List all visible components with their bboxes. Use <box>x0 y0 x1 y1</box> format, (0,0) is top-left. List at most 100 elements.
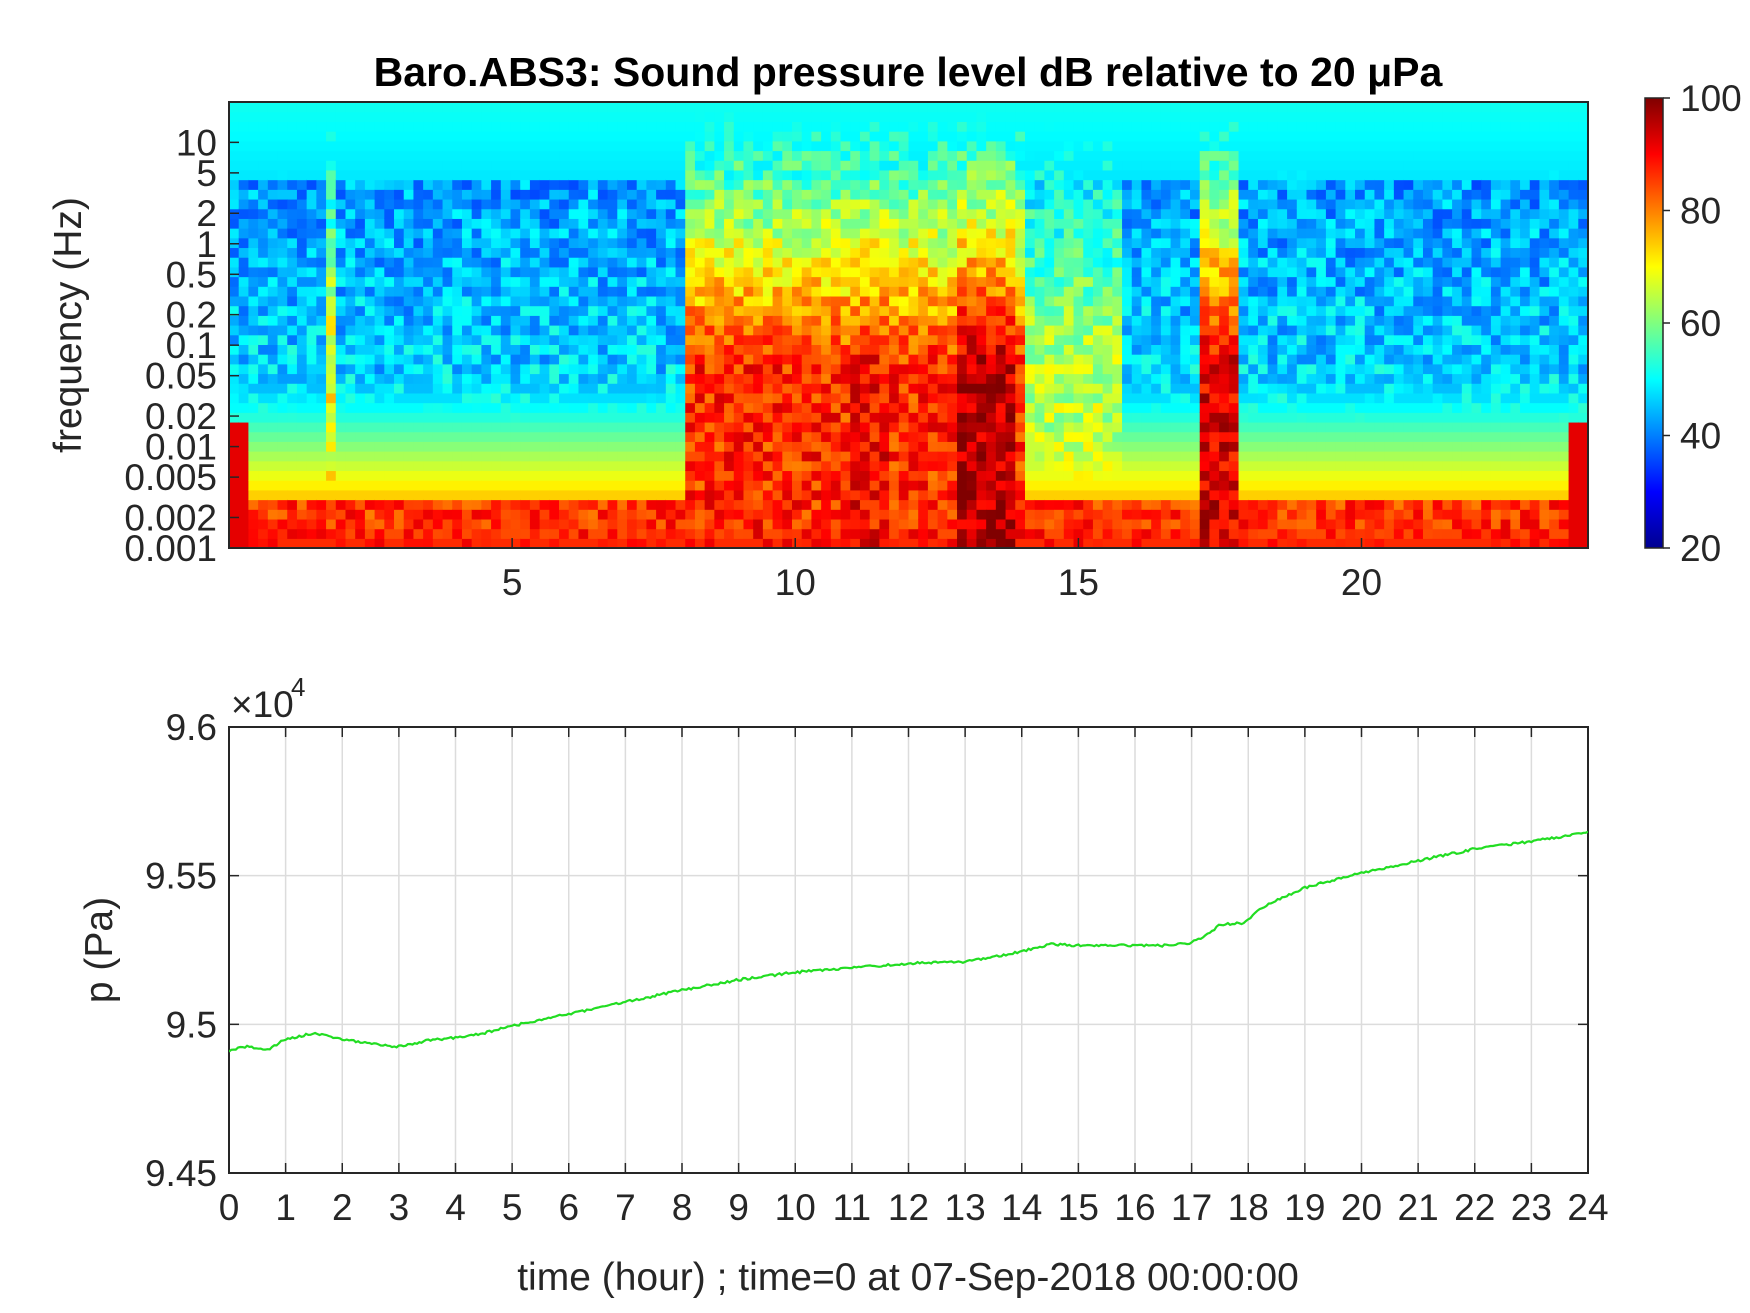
heatmap-cell <box>753 111 764 122</box>
heatmap-cell <box>869 111 880 122</box>
heatmap-cell <box>782 383 793 394</box>
heatmap-cell <box>607 140 618 152</box>
heatmap-cell <box>326 499 337 510</box>
heatmap-cell <box>617 286 628 297</box>
heatmap-cell <box>957 373 968 384</box>
heatmap-cell <box>947 344 958 355</box>
heatmap-cell <box>287 218 298 229</box>
heatmap-cell <box>636 528 648 539</box>
heatmap-cell <box>539 150 550 161</box>
heatmap-cell <box>743 354 754 365</box>
heatmap-cell <box>384 189 395 200</box>
heatmap-cell <box>1199 470 1211 481</box>
heatmap-cell <box>588 392 599 404</box>
heatmap-cell <box>355 102 366 113</box>
heatmap-cell <box>500 257 512 268</box>
heatmap-cell <box>267 169 279 181</box>
heatmap-cell <box>976 111 987 122</box>
heatmap-cell <box>597 460 609 472</box>
heatmap-cell <box>889 218 900 229</box>
heatmap-cell <box>1083 276 1094 287</box>
heatmap-cell <box>646 528 657 539</box>
heatmap-cell <box>364 189 376 200</box>
heatmap-cell <box>1034 489 1045 501</box>
heatmap-cell <box>724 509 735 520</box>
heatmap-cell <box>957 179 968 190</box>
heatmap-cell <box>267 160 279 171</box>
heatmap-cell <box>529 373 541 384</box>
heatmap-cell <box>879 431 890 442</box>
heatmap-cell <box>539 208 550 219</box>
heatmap-cell <box>995 179 1007 190</box>
heatmap-cell <box>636 228 648 239</box>
heatmap-cell <box>1024 509 1036 520</box>
heatmap-cell <box>762 480 774 491</box>
heatmap-cell <box>374 392 385 404</box>
heatmap-cell <box>306 538 317 548</box>
heatmap-cell <box>597 518 609 530</box>
heatmap-cell <box>452 286 463 297</box>
heatmap-cell <box>724 208 735 219</box>
heatmap-cell <box>986 325 997 336</box>
heatmap-cell <box>559 266 570 278</box>
heatmap-cell <box>1034 189 1045 200</box>
heatmap-cell <box>442 131 453 142</box>
heatmap-cell <box>1054 315 1065 326</box>
heatmap-cell <box>607 189 618 200</box>
heatmap-cell <box>432 518 444 530</box>
heatmap-cell <box>1151 509 1162 520</box>
heatmap-cell <box>714 363 725 375</box>
heatmap-cell <box>1199 489 1211 501</box>
heatmap-cell <box>461 334 473 345</box>
heatmap-cell <box>296 509 308 520</box>
heatmap-cell <box>481 140 492 152</box>
heatmap-cell <box>918 499 929 510</box>
heatmap-cell <box>1209 431 1220 442</box>
heatmap-cell <box>714 334 725 345</box>
heatmap-cell <box>918 373 929 384</box>
heatmap-cell <box>646 131 657 142</box>
heatmap-cell <box>345 189 356 200</box>
heatmap-cell <box>617 363 628 375</box>
heatmap-cell <box>335 266 347 278</box>
heatmap-cell <box>287 189 298 200</box>
heatmap-cell <box>811 344 822 355</box>
heatmap-cell <box>1054 295 1065 307</box>
heatmap-cell <box>753 179 764 190</box>
heatmap-cell <box>1005 286 1016 297</box>
heatmap-cell <box>753 286 764 297</box>
heatmap-cell <box>694 383 706 394</box>
heatmap-cell <box>481 305 492 316</box>
heatmap-cell <box>1257 198 1269 210</box>
heatmap-cell <box>510 111 521 122</box>
heatmap-cell <box>821 276 832 287</box>
heatmap-cell <box>510 421 521 433</box>
heatmap-cell <box>1190 131 1201 142</box>
heatmap-cell <box>1141 121 1152 132</box>
heatmap-cell <box>277 402 288 413</box>
heatmap-cell <box>665 208 677 219</box>
heatmap-cell <box>898 373 910 384</box>
heatmap-cell <box>1092 111 1104 122</box>
heatmap-cell <box>442 286 453 297</box>
heatmap-cell <box>889 528 900 539</box>
heatmap-cell <box>957 470 968 481</box>
heatmap-cell <box>1054 344 1065 355</box>
heatmap-cell <box>471 237 482 249</box>
heatmap-cell <box>898 102 910 113</box>
heatmap-cell <box>1073 509 1084 520</box>
heatmap-cell <box>714 325 725 336</box>
heatmap-cell <box>423 266 434 278</box>
heatmap-cell <box>1209 218 1220 229</box>
heatmap-cell <box>811 451 822 462</box>
heatmap-cell <box>559 441 570 452</box>
heatmap-cell <box>1024 373 1036 384</box>
heatmap-cell <box>908 402 919 413</box>
heatmap-cell <box>801 315 813 326</box>
heatmap-cell <box>879 528 890 539</box>
heatmap-cell <box>1141 102 1152 113</box>
heatmap-cell <box>966 315 978 326</box>
heatmap-cell <box>1024 441 1036 452</box>
heatmap-cell <box>646 373 657 384</box>
heatmap-cell <box>1131 538 1143 548</box>
